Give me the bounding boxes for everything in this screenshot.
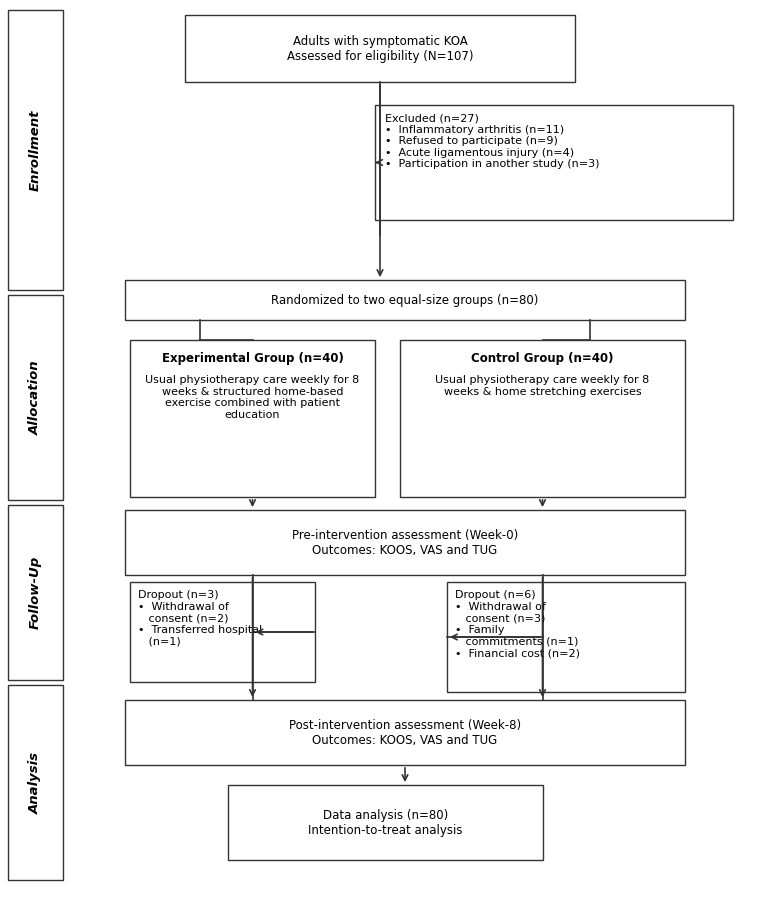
Bar bbox=[8, 505, 63, 680]
Bar bbox=[400, 340, 685, 497]
Bar bbox=[125, 280, 685, 320]
Bar bbox=[130, 582, 315, 682]
Text: Adults with symptomatic KOA
Assessed for eligibility (N=107): Adults with symptomatic KOA Assessed for… bbox=[286, 34, 473, 63]
Text: Excluded (n=27)
•  Inflammatory arthritis (n=11)
•  Refused to participate (n=9): Excluded (n=27) • Inflammatory arthritis… bbox=[385, 113, 600, 170]
Text: Enrollment: Enrollment bbox=[29, 109, 42, 191]
Bar bbox=[228, 785, 543, 860]
Text: Experimental Group (n=40): Experimental Group (n=40) bbox=[161, 352, 343, 364]
Text: Follow-Up: Follow-Up bbox=[29, 556, 42, 629]
Bar bbox=[375, 105, 733, 220]
Text: Pre-intervention assessment (Week-0)
Outcomes: KOOS, VAS and TUG: Pre-intervention assessment (Week-0) Out… bbox=[292, 528, 518, 556]
Text: Allocation: Allocation bbox=[29, 361, 42, 435]
Text: Control Group (n=40): Control Group (n=40) bbox=[472, 352, 614, 364]
Text: Post-intervention assessment (Week-8)
Outcomes: KOOS, VAS and TUG: Post-intervention assessment (Week-8) Ou… bbox=[289, 718, 521, 746]
Text: Data analysis (n=80)
Intention-to-treat analysis: Data analysis (n=80) Intention-to-treat … bbox=[308, 808, 463, 837]
Text: Usual physiotherapy care weekly for 8
weeks & structured home-based
exercise com: Usual physiotherapy care weekly for 8 we… bbox=[145, 375, 359, 420]
Bar bbox=[185, 15, 575, 82]
Text: Analysis: Analysis bbox=[29, 752, 42, 814]
Text: Randomized to two equal-size groups (n=80): Randomized to two equal-size groups (n=8… bbox=[271, 293, 538, 307]
Bar bbox=[8, 10, 63, 290]
Bar bbox=[8, 685, 63, 880]
Bar bbox=[125, 700, 685, 765]
Text: Dropout (n=6)
•  Withdrawal of
   consent (n=3)
•  Family
   commitments (n=1)
•: Dropout (n=6) • Withdrawal of consent (n… bbox=[455, 590, 580, 658]
Text: Dropout (n=3)
•  Withdrawal of
   consent (n=2)
•  Transferred hospital
   (n=1): Dropout (n=3) • Withdrawal of consent (n… bbox=[138, 590, 262, 647]
Bar bbox=[130, 340, 375, 497]
Bar bbox=[125, 510, 685, 575]
Bar bbox=[8, 295, 63, 500]
Text: Usual physiotherapy care weekly for 8
weeks & home stretching exercises: Usual physiotherapy care weekly for 8 we… bbox=[435, 375, 650, 396]
Bar bbox=[447, 582, 685, 692]
